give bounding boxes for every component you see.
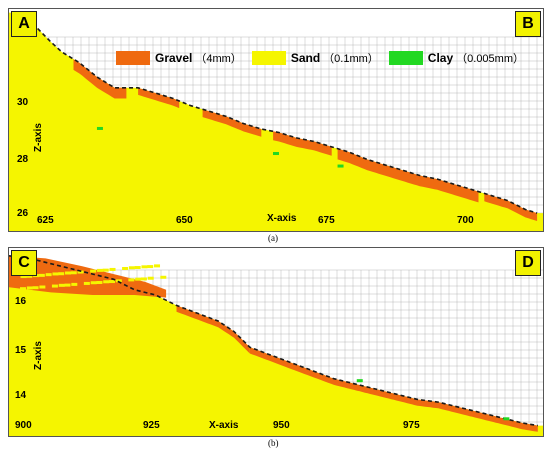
corner-label-c: C (11, 250, 37, 276)
profile-a (9, 11, 543, 231)
sand-swatch (251, 51, 286, 65)
sand-patch (160, 275, 167, 279)
x-tick-650: 650 (176, 215, 193, 226)
z-axis-title-a: Z-axis (33, 123, 44, 152)
legend-size-sand: （0.1mm） (323, 53, 379, 65)
gravel-band (249, 347, 538, 432)
gravel-lens (9, 255, 167, 298)
sand-patch (64, 283, 71, 287)
sand-patch (122, 266, 129, 270)
surface-edge (9, 255, 538, 427)
sand-patch (65, 271, 72, 275)
sand-patch (115, 279, 122, 283)
sand-patch (90, 281, 97, 285)
sand-patch (103, 280, 110, 284)
x-tick-625: 625 (37, 215, 54, 226)
z-tick-28: 28 (17, 154, 29, 165)
legend-size-gravel: （4mm） (195, 53, 242, 65)
panel-b: C D 16 15 14 Z-axis 900 925 950 975 X-ax… (8, 247, 544, 437)
legend-label-gravel: Gravel (155, 51, 193, 65)
clay-swatch (388, 51, 423, 65)
sand-patch (135, 277, 142, 281)
sand-patch (58, 283, 65, 287)
sand-patch (108, 280, 115, 284)
sand-patch (45, 273, 52, 277)
legend-label-clay: Clay (427, 51, 454, 65)
sand-body (9, 255, 543, 436)
z-tick-14: 14 (15, 390, 27, 401)
x-tick-700: 700 (457, 215, 474, 226)
legend-item-clay: Clay （0.005mm） (388, 50, 524, 66)
corner-label-d: D (515, 250, 541, 276)
x-tick-675: 675 (318, 215, 335, 226)
surface-edge (14, 11, 538, 214)
z-tick-15: 15 (15, 345, 27, 356)
x-axis-title-b: X-axis (209, 420, 239, 431)
gravel-band (273, 131, 332, 156)
sand-patch (77, 270, 84, 274)
z-tick-26: 26 (17, 208, 29, 219)
z-tick-30: 30 (17, 97, 29, 108)
corner-label-a: A (11, 11, 37, 37)
sand-patch (128, 278, 135, 282)
sand-patch (71, 282, 78, 286)
z-axis-title-b: Z-axis (33, 341, 44, 370)
sand-patch (134, 266, 141, 270)
x-tick-925: 925 (143, 420, 160, 431)
x-tick-950: 950 (273, 420, 290, 431)
panel-a: A B 30 28 26 Z-axis 625 650 675 700 X-ax… (8, 8, 544, 232)
sand-patch (154, 264, 161, 268)
sand-patch (51, 284, 58, 288)
sand-patch (26, 274, 33, 278)
sand-patch (19, 287, 26, 291)
clay-spot (337, 164, 344, 168)
x-axis-title-a: X-axis (267, 213, 297, 224)
sand-patch (141, 265, 148, 269)
clay-spot (273, 152, 279, 156)
clay-spot (503, 417, 510, 421)
caption-a: (a) (268, 233, 278, 243)
sand-patch (147, 265, 154, 269)
gravel-band (176, 305, 250, 354)
sand-patch (83, 281, 90, 285)
sand-patch (102, 268, 109, 272)
sand-patch (90, 269, 97, 273)
sand-patch (96, 280, 103, 284)
sand-patch (96, 268, 103, 272)
gravel-band (337, 148, 479, 203)
caption-b: (b) (268, 438, 279, 448)
legend: Gravel （4mm） Sand （0.1mm） Clay （0.005mm） (116, 50, 534, 66)
sand-patch (52, 272, 59, 276)
sand-patch (38, 273, 45, 277)
sand-patch (128, 266, 135, 270)
legend-item-gravel: Gravel （4mm） (116, 50, 242, 66)
legend-size-clay: （0.005mm） (456, 53, 524, 65)
sand-patch (70, 271, 77, 275)
sand-patch (109, 267, 116, 271)
legend-label-sand: Sand (290, 51, 321, 65)
z-tick-16: 16 (15, 296, 27, 307)
x-tick-975: 975 (403, 420, 420, 431)
gravel-swatch (116, 51, 150, 65)
gravel-band (484, 193, 538, 221)
sand-patch (20, 275, 27, 279)
sand-patch (147, 276, 154, 280)
profile-b (9, 255, 543, 436)
sand-patch (58, 272, 65, 276)
x-tick-900: 900 (15, 420, 32, 431)
legend-item-sand: Sand （0.1mm） (251, 50, 379, 66)
sand-patch (26, 286, 33, 290)
corner-label-b: B (515, 11, 541, 37)
sand-patch (32, 286, 39, 290)
sand-patch (39, 285, 46, 289)
sand-patch (140, 277, 147, 281)
clay-spot (356, 379, 363, 383)
clay-spot (96, 126, 103, 130)
gravel-band (138, 87, 180, 109)
gravel-band (202, 109, 262, 137)
